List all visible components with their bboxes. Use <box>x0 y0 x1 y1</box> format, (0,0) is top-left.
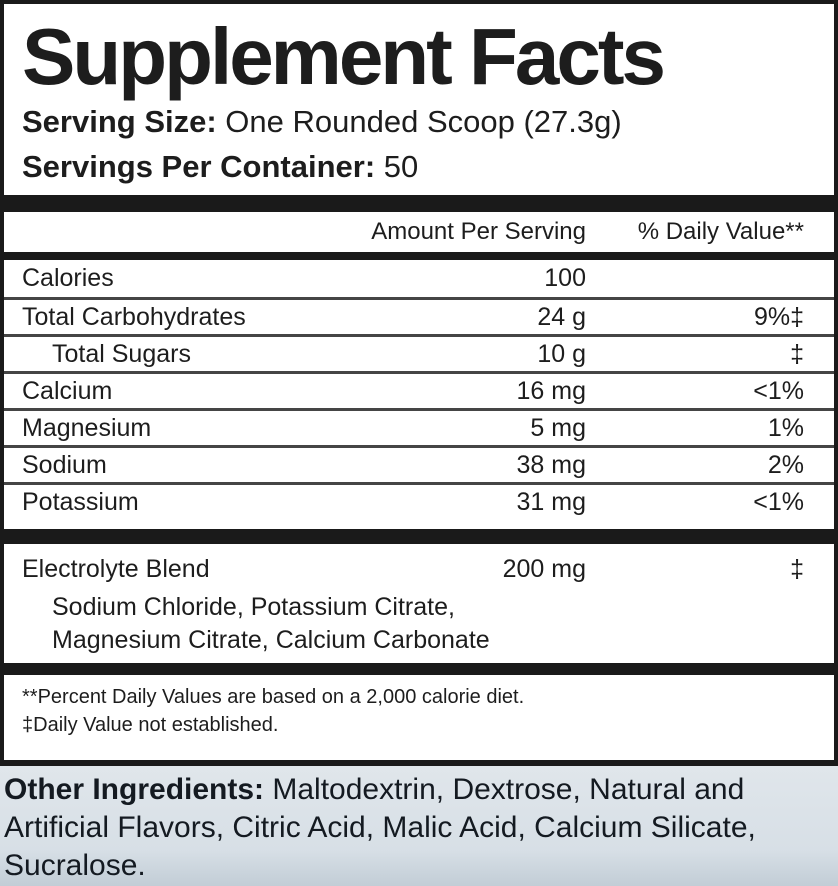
header-daily-value: % Daily Value** <box>637 218 804 246</box>
nutrient-dv: <1% <box>753 376 804 405</box>
blend-name: Electrolyte Blend <box>22 554 210 583</box>
nutrient-name: Sodium <box>22 450 107 479</box>
nutrient-amount: 38 mg <box>516 450 586 479</box>
blend-components: Sodium Chloride, Potassium Citrate, Magn… <box>52 591 804 657</box>
nutrient-amount: 5 mg <box>530 413 586 442</box>
thick-divider-top <box>4 195 834 213</box>
nutrient-dv: ‡ <box>790 339 804 368</box>
table-row-magnesium: Magnesium 5 mg 1% <box>4 408 834 445</box>
footnote-percent-daily-values: **Percent Daily Values are based on a 2,… <box>22 686 525 709</box>
serving-size-value: One Rounded Scoop (27.3g) <box>216 103 622 139</box>
footnote-daily-value-not-established: ‡Daily Value not established. <box>22 714 279 737</box>
panel-title: Supplement Facts <box>22 12 666 101</box>
table-row-potassium: Potassium 31 mg <1% <box>4 482 834 519</box>
nutrient-dv: <1% <box>753 487 804 516</box>
other-ingredients-text: Maltodextrin, Dextrose, Natural and Arti… <box>4 773 756 883</box>
servings-per-container-label: Servings Per Container: <box>22 148 376 184</box>
nutrient-name: Total Sugars <box>52 339 191 368</box>
nutrient-amount: 31 mg <box>516 487 586 516</box>
table-header-row: Amount Per Serving % Daily Value** <box>4 212 834 252</box>
table-row-sodium: Sodium 38 mg 2% <box>4 445 834 482</box>
table-row-total-carbohydrates: Total Carbohydrates 24 g 9%‡ <box>4 297 834 334</box>
nutrient-dv: 1% <box>767 413 804 442</box>
blend-dv: ‡ <box>790 554 804 583</box>
blend-components-line2: Magnesium Citrate, Calcium Carbonate <box>52 626 490 655</box>
blend-components-line1: Sodium Chloride, Potassium Citrate, <box>52 593 455 622</box>
nutrient-name: Calories <box>22 264 114 293</box>
supplement-facts-panel: Supplement Facts Serving Size: One Round… <box>0 0 838 766</box>
servings-per-container-value: 50 <box>375 148 419 184</box>
nutrient-dv: 2% <box>767 450 804 479</box>
nutrient-amount: 24 g <box>537 302 586 331</box>
other-ingredients-label: Other Ingredients: <box>4 773 265 806</box>
serving-size-label: Serving Size: <box>22 103 217 139</box>
nutrient-amount: 10 g <box>537 339 586 368</box>
blend-amount: 200 mg <box>502 554 586 583</box>
nutrient-name: Total Carbohydrates <box>22 302 246 331</box>
nutrient-name: Magnesium <box>22 413 152 442</box>
header-amount-per-serving: Amount Per Serving <box>371 218 586 246</box>
thick-divider-footnotes <box>4 663 834 676</box>
footnotes: **Percent Daily Values are based on a 2,… <box>4 675 834 739</box>
nutrient-amount: 16 mg <box>516 376 586 405</box>
other-ingredients-section: Other Ingredients: Maltodextrin, Dextros… <box>0 766 838 886</box>
nutrient-name: Calcium <box>22 376 113 405</box>
table-row-total-sugars: Total Sugars 10 g ‡ <box>4 334 834 371</box>
servings-per-container-line: Servings Per Container: 50 <box>22 145 816 188</box>
serving-size-line: Serving Size: One Rounded Scoop (27.3g) <box>22 100 816 143</box>
thick-divider-blend <box>4 529 834 545</box>
nutrient-dv: 9%‡ <box>753 302 804 331</box>
table-row-calories: Calories 100 <box>4 260 834 297</box>
nutrient-amount: 100 <box>544 264 586 293</box>
nutrient-name: Potassium <box>22 487 139 516</box>
table-row-calcium: Calcium 16 mg <1% <box>4 371 834 408</box>
table-row-electrolyte-blend: Electrolyte Blend 200 mg ‡ <box>4 547 834 591</box>
header-divider <box>4 252 834 261</box>
